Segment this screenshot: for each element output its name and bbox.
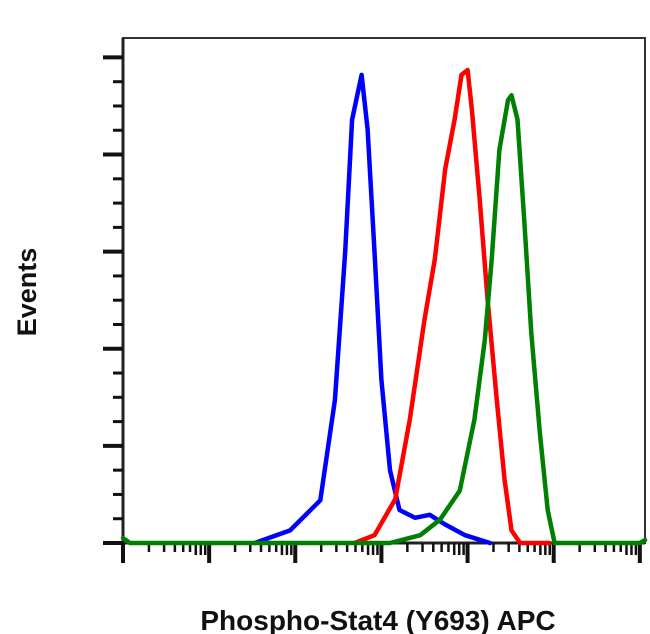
plot-frame bbox=[122, 37, 646, 544]
series-group bbox=[120, 67, 648, 546]
y-axis-label: Events bbox=[12, 248, 42, 337]
series-line-3 bbox=[120, 93, 648, 546]
axes bbox=[103, 37, 646, 563]
x-axis-label: Phospho-Stat4 (Y693) APC bbox=[200, 605, 555, 634]
series-line-1 bbox=[252, 72, 493, 546]
series-line-2 bbox=[352, 67, 552, 546]
